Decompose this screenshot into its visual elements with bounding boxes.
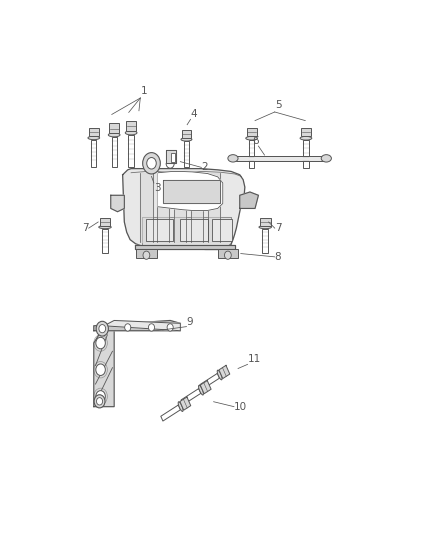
Bar: [184, 141, 189, 167]
Circle shape: [143, 152, 160, 174]
Bar: [146, 219, 173, 241]
Bar: [212, 219, 232, 241]
Ellipse shape: [198, 385, 203, 395]
Ellipse shape: [217, 370, 222, 380]
Bar: [218, 249, 238, 257]
Circle shape: [96, 321, 108, 336]
Polygon shape: [166, 150, 176, 163]
Ellipse shape: [228, 155, 238, 162]
Polygon shape: [180, 397, 191, 410]
Ellipse shape: [321, 155, 332, 162]
Text: 10: 10: [234, 402, 247, 411]
Circle shape: [224, 251, 231, 260]
Text: 7: 7: [83, 223, 89, 233]
Bar: [249, 140, 254, 168]
Text: 2: 2: [201, 163, 208, 172]
Polygon shape: [208, 173, 220, 243]
Text: 3: 3: [154, 183, 160, 193]
Ellipse shape: [178, 402, 183, 411]
Text: 7: 7: [275, 223, 281, 233]
Polygon shape: [123, 168, 245, 249]
Polygon shape: [174, 173, 187, 243]
Bar: [99, 218, 110, 225]
Polygon shape: [111, 195, 124, 212]
Bar: [303, 140, 309, 168]
Circle shape: [167, 324, 173, 331]
Circle shape: [125, 324, 131, 331]
Bar: [109, 124, 119, 133]
Polygon shape: [104, 320, 180, 330]
Ellipse shape: [246, 136, 258, 140]
Bar: [126, 120, 136, 131]
Bar: [180, 219, 208, 241]
Polygon shape: [200, 374, 219, 390]
Polygon shape: [200, 381, 211, 394]
Bar: [128, 135, 134, 166]
Circle shape: [143, 251, 150, 260]
Circle shape: [96, 391, 105, 402]
Bar: [260, 218, 271, 225]
Polygon shape: [140, 173, 152, 243]
Ellipse shape: [300, 136, 312, 140]
Polygon shape: [94, 327, 114, 407]
Ellipse shape: [125, 131, 137, 135]
Polygon shape: [240, 192, 258, 208]
Bar: [301, 127, 311, 136]
Polygon shape: [219, 365, 230, 378]
Text: 8: 8: [275, 252, 281, 262]
Bar: [262, 229, 268, 253]
Polygon shape: [157, 173, 170, 243]
Text: 1: 1: [141, 86, 148, 96]
Circle shape: [94, 395, 105, 408]
Circle shape: [96, 364, 105, 375]
Text: 11: 11: [247, 354, 261, 365]
Bar: [88, 127, 99, 136]
Circle shape: [148, 324, 155, 331]
FancyBboxPatch shape: [236, 156, 324, 161]
Bar: [91, 140, 96, 166]
Polygon shape: [158, 172, 223, 211]
Ellipse shape: [99, 225, 111, 229]
Circle shape: [99, 325, 106, 333]
Text: 9: 9: [187, 317, 193, 327]
Bar: [247, 127, 257, 136]
Bar: [171, 152, 175, 161]
Polygon shape: [161, 405, 180, 421]
Bar: [102, 229, 108, 253]
Polygon shape: [181, 389, 201, 405]
Ellipse shape: [88, 136, 99, 140]
Polygon shape: [94, 320, 180, 330]
Ellipse shape: [259, 225, 272, 229]
Circle shape: [96, 398, 102, 405]
Circle shape: [96, 337, 105, 349]
Bar: [182, 130, 191, 138]
Text: 5: 5: [275, 100, 281, 110]
Text: 4: 4: [191, 109, 197, 119]
Bar: [136, 249, 156, 257]
Polygon shape: [142, 216, 231, 245]
Ellipse shape: [181, 138, 192, 141]
Text: 6: 6: [252, 136, 258, 146]
Circle shape: [147, 158, 156, 169]
Bar: [112, 137, 117, 166]
Polygon shape: [162, 180, 220, 204]
Ellipse shape: [108, 133, 120, 137]
Polygon shape: [191, 173, 203, 243]
Polygon shape: [134, 245, 235, 249]
